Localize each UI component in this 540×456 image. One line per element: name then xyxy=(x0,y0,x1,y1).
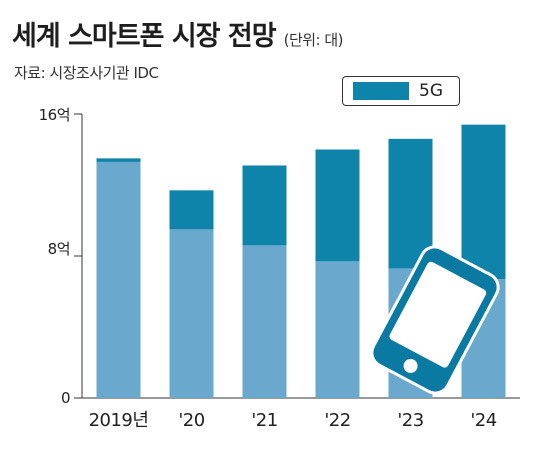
bar-5g xyxy=(96,158,141,162)
smartphone-icon xyxy=(370,245,500,395)
legend-swatch-5g xyxy=(353,82,409,100)
source-label: 자료: 시장조사기관 IDC xyxy=(14,64,159,82)
bar-total xyxy=(242,245,287,398)
bar-total xyxy=(315,261,360,398)
legend-label-5g: 5G xyxy=(419,81,443,101)
bar-total xyxy=(96,161,141,398)
y-tick-label: 0 xyxy=(61,389,70,407)
x-tick-label: 2019년 xyxy=(89,410,149,431)
bar-5g xyxy=(169,190,214,230)
x-tick-label: '22 xyxy=(324,410,350,431)
bar-total xyxy=(169,229,214,398)
chart-title: 세계 스마트폰 시장 전망 xyxy=(12,21,277,52)
x-tick-label: '23 xyxy=(397,410,423,431)
legend: 5G xyxy=(342,76,460,106)
bar-5g xyxy=(315,149,360,262)
unit-label: (단위: 대) xyxy=(283,31,344,49)
bar-5g xyxy=(461,124,506,280)
bar-5g xyxy=(388,138,433,269)
x-tick-label: '20 xyxy=(178,410,204,431)
y-tick-label: 8억 xyxy=(48,240,70,258)
y-tick-label: 16억 xyxy=(39,106,70,124)
bar-5g xyxy=(242,165,287,246)
x-tick-label: '21 xyxy=(251,410,277,431)
x-tick-label: '24 xyxy=(470,410,496,431)
